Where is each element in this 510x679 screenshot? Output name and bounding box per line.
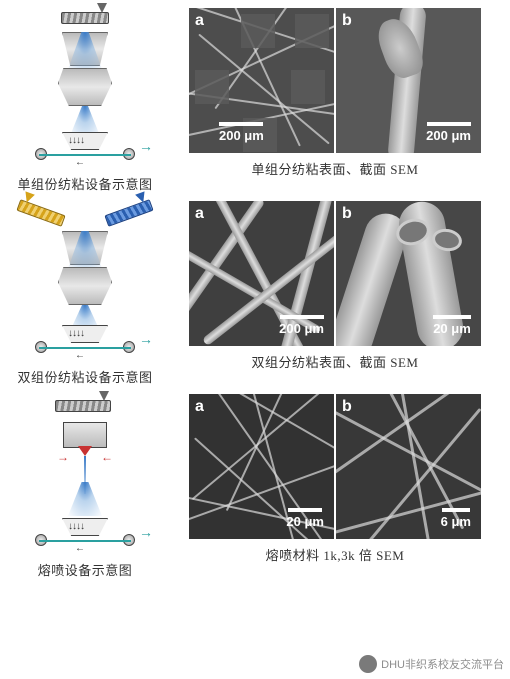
down-arrows-icon: ↓↓↓↓: [68, 328, 84, 339]
die-tip-icon: [78, 446, 92, 456]
grid-patch: [291, 70, 325, 104]
sem-image-b: b 200 μm: [336, 8, 481, 153]
scale-text: 200 μm: [219, 128, 264, 143]
scale-bar: 200 μm: [279, 315, 324, 336]
belt-line: [39, 154, 131, 156]
row-single-spunbond: ↓↓↓↓ → ← 单组份纺粘设备示意图: [0, 0, 510, 193]
panel-label-a: a: [195, 398, 204, 416]
sem-caption: 熔喷材料 1k,3k 倍 SEM: [266, 545, 405, 564]
panel-label-b: b: [342, 205, 352, 223]
extruder-blue: [104, 199, 153, 227]
diagram-cell: → ← ↓↓↓↓ → ← 熔喷设备示意图: [10, 394, 160, 579]
fiber-spray: [68, 482, 102, 516]
extruder: [55, 400, 111, 412]
return-arrow-icon: ←: [75, 157, 85, 168]
meltblown-die-head: [63, 422, 107, 448]
attenuator: [58, 68, 112, 106]
diagram-caption: 熔喷设备示意图: [38, 560, 133, 579]
barrel: [61, 12, 109, 24]
diagram-cell: ↓↓↓↓ → ← 单组份纺粘设备示意图: [10, 8, 160, 193]
scale-bar-line: [280, 315, 324, 319]
barrel: [55, 400, 111, 412]
grid-patch: [195, 70, 229, 104]
single-extruder-diagram: ↓↓↓↓ → ←: [15, 8, 155, 168]
flow-arrow-icon: →: [139, 333, 153, 349]
sem-pair: a 200 μm b 200 μm: [189, 8, 481, 153]
row-meltblown: → ← ↓↓↓↓ → ← 熔喷设备示意图: [0, 386, 510, 579]
sem-cell: a 200 μm b 20 μm 双组分纺粘表面、截面 SEM: [170, 201, 500, 371]
scale-bar: 6 μm: [441, 508, 471, 529]
collector-belt: ↓↓↓↓ → ←: [35, 518, 135, 546]
watermark-avatar-icon: [359, 655, 377, 673]
scale-text: 20 μm: [433, 321, 471, 336]
sem-pair: a 200 μm b 20 μm: [189, 201, 481, 346]
hopper-icon: [99, 391, 109, 401]
grid-patch: [295, 14, 329, 48]
sem-image-a: a 20 μm: [189, 394, 334, 539]
scale-bar-line: [219, 122, 263, 126]
sem-cell: a 20 μm b 6 μm: [170, 394, 500, 564]
extruder-gold: [16, 199, 65, 227]
scale-bar: 20 μm: [433, 315, 471, 336]
scale-bar-line: [433, 315, 471, 319]
barrel-blue: [104, 199, 153, 227]
scale-bar-line: [427, 122, 471, 126]
scale-text: 20 μm: [286, 514, 324, 529]
sem-image-b: b 20 μm: [336, 201, 481, 346]
grid-patch: [241, 14, 275, 48]
diagram-cell: ↓↓↓↓ → ← 双组份纺粘设备示意图: [10, 201, 160, 386]
sem-caption: 双组分纺粘表面、截面 SEM: [252, 352, 419, 371]
panel-label-b: b: [342, 12, 352, 30]
return-arrow-icon: ←: [75, 350, 85, 361]
flow-arrow-icon: →: [139, 526, 153, 542]
panel-label-a: a: [195, 205, 204, 223]
panel-label-b: b: [342, 398, 352, 416]
scale-bar: 200 μm: [426, 122, 471, 143]
diagram-caption: 双组份纺粘设备示意图: [17, 367, 152, 386]
return-arrow-icon: ←: [75, 543, 85, 554]
scale-bar-line: [288, 508, 322, 512]
hopper-icon: [97, 3, 107, 13]
watermark: DHU非织系校友交流平台: [359, 655, 504, 673]
sem-image-b: b 6 μm: [336, 394, 481, 539]
panel-label-a: a: [195, 12, 204, 30]
collector-belt: ↓↓↓↓ → ←: [35, 132, 135, 160]
belt-line: [39, 540, 131, 542]
collector-belt: ↓↓↓↓ → ←: [35, 325, 135, 353]
sem-cell: a 200 μm b 200 μm 单组分纺粘表面、截面 SEM: [170, 8, 500, 178]
sem-image-a: a 200 μm: [189, 8, 334, 153]
scale-text: 200 μm: [279, 321, 324, 336]
air-arrow-left-icon: →: [57, 450, 69, 465]
down-arrows-icon: ↓↓↓↓: [68, 135, 84, 146]
row-bicomponent-spunbond: ↓↓↓↓ → ← 双组份纺粘设备示意图 a 200 μm: [0, 193, 510, 386]
belt-line: [39, 347, 131, 349]
down-arrows-icon: ↓↓↓↓: [68, 521, 84, 532]
bicomponent-diagram: ↓↓↓↓ → ←: [15, 201, 155, 361]
watermark-text: DHU非织系校友交流平台: [381, 656, 504, 672]
scale-bar: 200 μm: [219, 122, 264, 143]
sem-caption: 单组分纺粘表面、截面 SEM: [252, 159, 419, 178]
barrel-gold: [16, 199, 65, 227]
flow-arrow-icon: →: [139, 140, 153, 156]
scale-text: 6 μm: [441, 514, 471, 529]
scale-bar-line: [442, 508, 470, 512]
attenuator: [58, 267, 112, 305]
extruder: [61, 12, 109, 24]
meltblown-diagram: → ← ↓↓↓↓ → ←: [15, 394, 155, 554]
sem-image-a: a 200 μm: [189, 201, 334, 346]
air-arrow-right-icon: ←: [101, 450, 113, 465]
sem-pair: a 20 μm b 6 μm: [189, 394, 481, 539]
diagram-caption: 单组份纺粘设备示意图: [17, 174, 152, 193]
scale-bar: 20 μm: [286, 508, 324, 529]
scale-text: 200 μm: [426, 128, 471, 143]
